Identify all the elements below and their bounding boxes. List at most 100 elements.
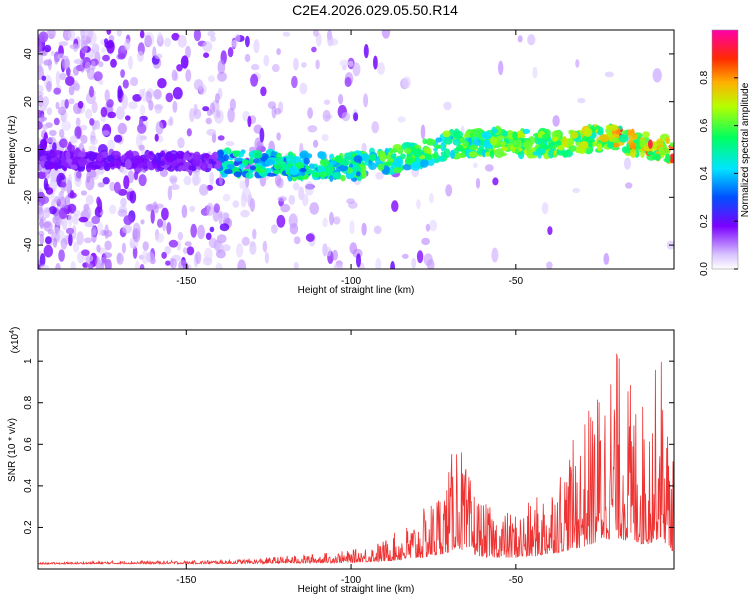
- heat-ridge-blob: [353, 155, 363, 163]
- heat-noise-blob: [217, 59, 226, 75]
- heat-ridge-blob: [317, 165, 322, 172]
- heat-ridge-blob: [312, 172, 321, 178]
- heat-noise-blob: [245, 35, 250, 48]
- heat-noise-blob: [58, 41, 69, 47]
- heat-noise-blob: [253, 39, 260, 54]
- heat-noise-blob: [91, 101, 98, 114]
- heat-ridge-blob: [211, 151, 219, 162]
- heat-ridge-blob: [462, 141, 470, 147]
- heat-noise-blob: [402, 76, 412, 89]
- y-multiplier-close: ): [10, 327, 21, 330]
- heat-noise-blob: [377, 62, 385, 75]
- heat-ridge-blob: [124, 159, 132, 169]
- heat-noise-blob: [397, 116, 406, 123]
- heat-noise-blob: [333, 216, 341, 225]
- heat-noise-blob: [80, 35, 91, 45]
- colorbar-tick-label: 0.6: [699, 118, 710, 132]
- heat-noise-blob: [333, 262, 344, 269]
- heat-ridge-blob: [255, 168, 266, 173]
- heat-noise-blob: [130, 76, 139, 87]
- heat-ridge-blob: [264, 159, 275, 166]
- heat-ridge-blob: [548, 141, 556, 147]
- heat-noise-blob: [277, 196, 287, 202]
- heat-noise-blob: [128, 101, 138, 110]
- heat-ridge-blob: [455, 144, 464, 152]
- heat-noise-blob: [221, 244, 231, 252]
- heat-noise-blob: [137, 51, 144, 62]
- heat-noise-blob: [60, 238, 68, 250]
- heat-noise-blob: [193, 30, 201, 42]
- heat-noise-blob: [282, 31, 291, 37]
- heat-noise-blob: [52, 237, 58, 248]
- heat-noise-blob: [263, 54, 270, 67]
- snr-series-line: [38, 353, 674, 566]
- heat-ridge-blob: [226, 163, 235, 170]
- heat-noise-blob: [60, 181, 67, 188]
- heat-ridge-blob: [404, 148, 412, 154]
- heat-noise-blob: [58, 249, 65, 262]
- heat-noise-blob: [104, 41, 114, 49]
- heat-noise-blob: [356, 253, 361, 268]
- heat-ridge-blob: [669, 153, 674, 164]
- heat-noise-blob: [59, 138, 68, 148]
- bottom-x-axis-label: Height of straight line (km): [298, 584, 415, 595]
- heat-noise-blob: [178, 259, 188, 269]
- heat-ridge-blob: [234, 157, 243, 162]
- heat-noise-blob: [116, 252, 124, 265]
- heat-noise-blob: [181, 204, 188, 218]
- heat-ridge-blob: [523, 139, 533, 150]
- heat-ridge-blob: [242, 159, 249, 166]
- heat-noise-blob: [271, 224, 278, 234]
- heat-noise-blob: [150, 209, 155, 224]
- heat-noise-blob: [252, 228, 257, 240]
- heat-noise-blob: [371, 121, 380, 134]
- heat-ridge-blob: [368, 162, 377, 171]
- heat-noise-blob: [84, 221, 94, 228]
- heat-noise-blob: [109, 204, 117, 215]
- heat-ridge-blob: [103, 161, 109, 170]
- heat-noise-blob: [73, 66, 79, 76]
- heat-noise-blob: [38, 201, 43, 213]
- heat-noise-blob: [177, 231, 184, 241]
- heat-noise-blob: [142, 249, 148, 265]
- heat-noise-blob: [38, 40, 43, 53]
- heat-noise-blob: [236, 243, 244, 258]
- heat-noise-blob: [302, 193, 309, 207]
- heat-ridge-blob: [459, 136, 465, 144]
- heat-noise-blob: [38, 109, 43, 119]
- heat-ridge-blob: [583, 127, 593, 137]
- heat-noise-blob: [73, 58, 84, 65]
- heat-ridge-blob: [382, 161, 392, 167]
- y-multiplier: (x104): [9, 327, 21, 354]
- heat-ridge-blob: [384, 147, 389, 154]
- heat-ridge-blob: [245, 171, 254, 179]
- heat-noise-blob: [139, 88, 145, 98]
- heat-noise-blob: [103, 252, 113, 258]
- heat-ridge-blob: [548, 148, 554, 159]
- heat-noise-blob: [54, 55, 59, 65]
- heat-noise-blob: [81, 249, 90, 256]
- heat-noise-blob: [132, 222, 141, 237]
- heat-noise-blob: [363, 93, 369, 108]
- heat-noise-blob: [145, 91, 152, 104]
- heat-ridge-blob: [306, 153, 313, 159]
- heat-ridge-blob: [647, 151, 654, 156]
- heat-ridge-blob: [541, 133, 551, 140]
- heat-noise-blob: [484, 164, 494, 172]
- heat-ridge-blob: [489, 136, 498, 146]
- heat-noise-blob: [68, 233, 73, 247]
- heat-noise-blob: [100, 106, 108, 118]
- heat-noise-blob: [623, 157, 632, 170]
- heat-noise-blob: [54, 196, 60, 203]
- heat-noise-blob: [227, 47, 234, 58]
- heat-noise-blob: [71, 225, 77, 240]
- heat-noise-blob: [98, 61, 104, 68]
- heat-noise-blob: [39, 195, 50, 205]
- heat-ridge-blob: [522, 128, 531, 134]
- heat-noise-blob: [49, 172, 56, 183]
- heat-noise-blob: [142, 241, 149, 251]
- heat-ridge-blob: [85, 163, 92, 173]
- heat-noise-blob: [65, 76, 75, 86]
- heat-noise-blob: [313, 30, 319, 37]
- heat-ridge-blob: [626, 129, 633, 136]
